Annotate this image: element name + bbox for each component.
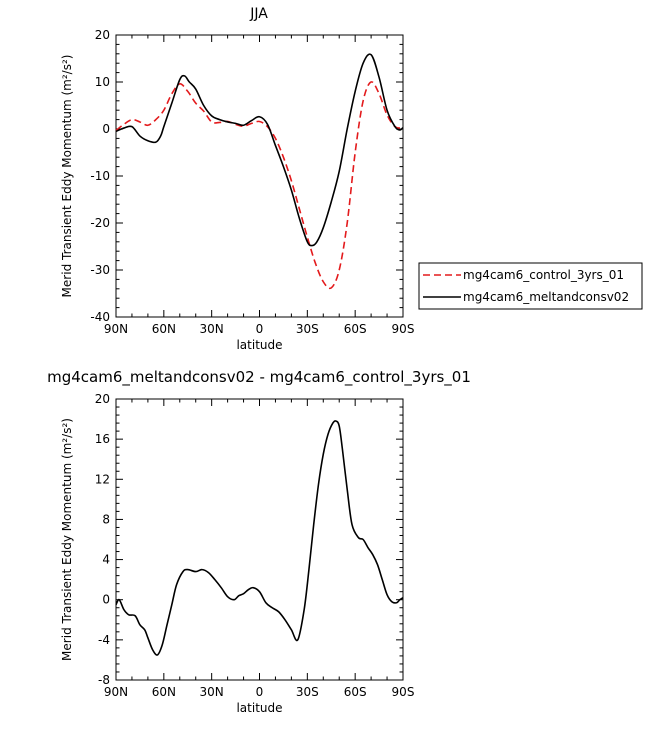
y-tick-label: 4 bbox=[102, 553, 110, 567]
y-tick-label: 0 bbox=[102, 122, 110, 136]
x-tick-label: 60S bbox=[344, 322, 367, 336]
x-tick-label: 90S bbox=[392, 685, 415, 699]
x-tick-label: 0 bbox=[256, 685, 264, 699]
x-tick-label: 60N bbox=[152, 322, 176, 336]
chart-title: mg4cam6_meltandconsv02 - mg4cam6_control… bbox=[47, 368, 471, 387]
legend-box bbox=[418, 262, 643, 310]
chart-panel-2: mg4cam6_meltandconsv02 - mg4cam6_control… bbox=[47, 368, 471, 715]
series-line-2 bbox=[115, 53, 404, 247]
x-tick-label: 30N bbox=[200, 322, 224, 336]
legend-label-2: mg4cam6_meltandconsv02 bbox=[463, 290, 629, 304]
x-tick-label: 0 bbox=[256, 322, 264, 336]
y-tick-label: -10 bbox=[90, 169, 110, 183]
y-tick-label: 0 bbox=[102, 593, 110, 607]
x-tick-label: 60N bbox=[152, 685, 176, 699]
y-tick-label: -4 bbox=[98, 633, 110, 647]
y-tick-label: -40 bbox=[90, 310, 110, 324]
y-tick-label: -30 bbox=[90, 263, 110, 277]
chart-panel-1: JJA -40 -30 -20 -10 0 10 20 90N 60N 30N 0 30S 60S 90S l… bbox=[60, 6, 643, 352]
y-tick-label: 16 bbox=[95, 432, 110, 446]
legend-label-1: mg4cam6_control_3yrs_01 bbox=[463, 268, 624, 282]
plot-frame bbox=[115, 398, 404, 681]
y-tick-label: -8 bbox=[98, 673, 110, 687]
x-axis-label: latitude bbox=[236, 338, 282, 352]
y-tick-label: 20 bbox=[95, 28, 110, 42]
y-tick-label: 10 bbox=[95, 75, 110, 89]
x-axis-label: latitude bbox=[236, 701, 282, 715]
y-tick-label: 12 bbox=[95, 472, 110, 486]
chart-title: JJA bbox=[249, 6, 268, 22]
x-tick-label: 90N bbox=[104, 685, 128, 699]
x-tick-label: 30S bbox=[296, 685, 319, 699]
y-tick-label: -20 bbox=[90, 216, 110, 230]
x-tick-label: 90N bbox=[104, 322, 128, 336]
y-axis-label: Merid Transient Eddy Momentum (m²/s²) bbox=[60, 55, 74, 298]
x-tick-label: 30N bbox=[200, 685, 224, 699]
plot-frame bbox=[115, 34, 404, 318]
x-tick-label: 30S bbox=[296, 322, 319, 336]
series-line-1 bbox=[115, 81, 404, 290]
y-tick-label: 20 bbox=[95, 392, 110, 406]
x-tick-label: 60S bbox=[344, 685, 367, 699]
x-tick-label: 90S bbox=[392, 322, 415, 336]
legend: mg4cam6_control_3yrs_01 mg4cam6_meltandco… bbox=[418, 262, 643, 310]
series-line-1 bbox=[115, 420, 404, 656]
y-axis-label: Merid Transient Eddy Momentum (m²/s²) bbox=[60, 418, 74, 661]
y-tick-label: 8 bbox=[102, 512, 110, 526]
